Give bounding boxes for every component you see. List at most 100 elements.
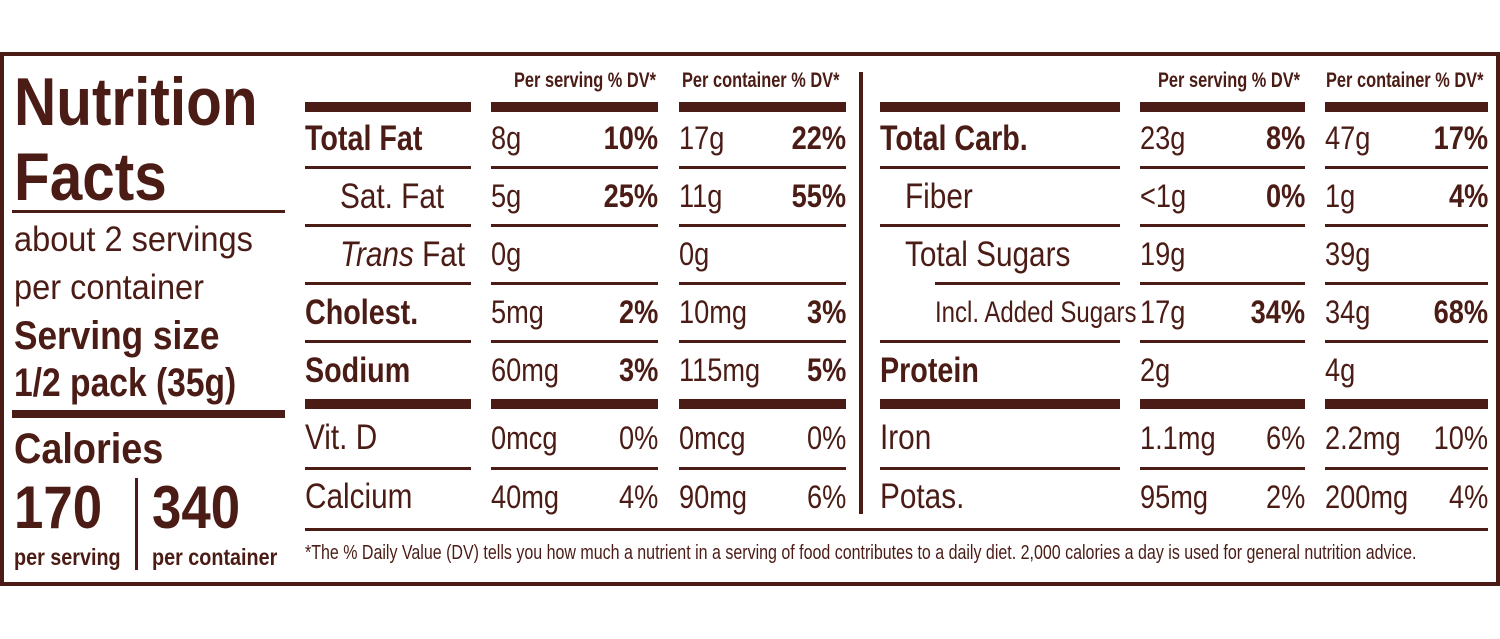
row-trans-fat-container-amount: 0g — [679, 236, 710, 272]
rule-left-6-serv — [491, 467, 658, 470]
top-bar-right-name — [880, 102, 1120, 112]
row-sodium-name: Sodium — [305, 351, 411, 390]
row-iron-name: Iron — [880, 418, 932, 457]
servings-per-container-1: about 2 servings — [14, 220, 253, 259]
row-total-carb-serving-amount: 23g — [1140, 120, 1186, 156]
rule-right-2-cont — [1325, 224, 1488, 227]
rule-right-2-serv — [1140, 224, 1305, 227]
row-potassium-name: Potas. — [880, 477, 965, 516]
row-total-fat-container-dv: 22% — [791, 120, 846, 156]
row-vit-d-container-amount: 0mcg — [679, 420, 746, 456]
row-total-sugars-serving-amount: 19g — [1140, 236, 1186, 272]
row-total-carb-serving-dv: 8% — [1265, 120, 1305, 156]
rule-right-1-cont — [1325, 166, 1488, 169]
rule-left-1-serv — [491, 166, 658, 169]
row-vit-d-container-dv: 0% — [806, 420, 846, 456]
row-total-fat-serving-amount: 8g — [491, 120, 522, 156]
row-fiber-container-amount: 1g — [1325, 178, 1356, 214]
mid-bar-right-name — [880, 399, 1120, 409]
rule-right-4-serv — [1140, 340, 1305, 343]
row-added-sugars-name: Incl. Added Sugars — [935, 296, 1137, 329]
title-rule — [12, 210, 285, 213]
row-total-fat-container-amount: 17g — [679, 120, 725, 156]
row-vit-d-serving-dv: 0% — [618, 420, 658, 456]
row-fiber-serving-amount: <1g — [1140, 178, 1187, 214]
rule-left-3-serv — [491, 282, 658, 285]
top-bar-right-serv — [1140, 102, 1305, 112]
row-total-carb-name: Total Carb. — [880, 119, 1028, 158]
rule-right-4-name — [880, 340, 1120, 343]
footnote: *The % Daily Value (DV) tells you how mu… — [305, 542, 1417, 564]
row-iron-container-amount: 2.2mg — [1325, 420, 1401, 456]
row-calcium-serving-amount: 40mg — [491, 479, 560, 515]
mid-bar-left-serv — [491, 399, 658, 409]
row-added-sugars-container-dv: 68% — [1433, 294, 1488, 330]
calories-divider — [135, 478, 138, 570]
rule-right-4-cont — [1325, 340, 1488, 343]
row-trans-fat-serving-amount: 0g — [491, 236, 522, 272]
row-vit-d-name: Vit. D — [305, 418, 378, 457]
rule-right-2-name — [880, 224, 1120, 227]
row-added-sugars-serving-dv: 34% — [1250, 294, 1305, 330]
calories-thick-rule — [12, 410, 285, 418]
row-sodium-container-dv: 5% — [806, 352, 846, 388]
calories-label: Calories — [14, 425, 164, 473]
row-calcium-container-amount: 90mg — [679, 479, 748, 515]
row-protein-container-amount: 4g — [1325, 352, 1356, 388]
row-cholest-container-amount: 10mg — [679, 294, 748, 330]
rule-right-1-name — [880, 166, 1120, 169]
row-sodium-serving-dv: 3% — [618, 352, 658, 388]
row-cholest-name: Cholest. — [305, 293, 419, 332]
rule-right-6-cont — [1325, 467, 1488, 470]
mid-bar-right-cont — [1325, 399, 1488, 409]
column-divider — [859, 72, 863, 514]
calories-per-container-value: 340 — [152, 474, 241, 541]
row-iron-serving-dv: 6% — [1265, 420, 1305, 456]
header-per-container-left: Per container % DV* — [682, 69, 840, 92]
row-cholest-container-dv: 3% — [806, 294, 846, 330]
rule-left-2-cont — [679, 224, 846, 227]
top-bar-left-name — [305, 102, 471, 112]
rule-left-6-name — [305, 467, 471, 470]
row-added-sugars-serving-amount: 17g — [1140, 294, 1186, 330]
row-total-sugars-container-amount: 39g — [1325, 236, 1371, 272]
serving-size-label: Serving size — [14, 314, 220, 358]
row-calcium-name: Calcium — [305, 477, 413, 516]
row-fiber-container-dv: 4% — [1448, 178, 1488, 214]
rule-left-2-serv — [491, 224, 658, 227]
title-facts: Facts — [14, 139, 167, 215]
row-sodium-serving-amount: 60mg — [491, 352, 560, 388]
rule-right-1-serv — [1140, 166, 1305, 169]
row-potassium-container-dv: 4% — [1448, 479, 1488, 515]
rule-left-3-name — [305, 282, 471, 285]
row-total-carb-container-dv: 17% — [1433, 120, 1488, 156]
row-potassium-container-amount: 200mg — [1325, 479, 1409, 515]
rule-left-1-name — [305, 166, 471, 169]
row-total-carb-container-amount: 47g — [1325, 120, 1371, 156]
per-container-label: per container — [152, 544, 278, 570]
mid-bar-left-name — [305, 399, 471, 409]
row-calcium-serving-dv: 4% — [618, 479, 658, 515]
top-bar-right-cont — [1325, 102, 1488, 112]
row-sat-fat-serving-amount: 5g — [491, 178, 522, 214]
row-vit-d-serving-amount: 0mcg — [491, 420, 558, 456]
header-per-container-right: Per container % DV* — [1326, 69, 1484, 92]
row-total-fat-serving-dv: 10% — [603, 120, 658, 156]
mid-bar-left-cont — [679, 399, 846, 409]
rule-right-3-name — [935, 282, 1120, 285]
rule-left-4-name — [305, 340, 471, 343]
row-sodium-container-amount: 115mg — [679, 352, 761, 388]
header-per-serving-right: Per serving % DV* — [1158, 69, 1301, 92]
nutrition-facts-label — [0, 52, 1500, 586]
per-serving-label: per serving — [14, 544, 121, 570]
rule-right-3-cont — [1325, 282, 1488, 285]
top-bar-left-serv — [491, 102, 658, 112]
row-potassium-serving-amount: 95mg — [1140, 479, 1209, 515]
servings-per-container-2: per container — [14, 268, 204, 307]
rule-right-6-serv — [1140, 467, 1305, 470]
row-fiber-name: Fiber — [905, 177, 973, 216]
row-total-fat-name: Total Fat — [305, 119, 423, 158]
rule-left-2-name — [305, 224, 471, 227]
row-sat-fat-name: Sat. Fat — [340, 177, 445, 216]
row-trans-fat-name: Trans Fat — [340, 237, 487, 272]
